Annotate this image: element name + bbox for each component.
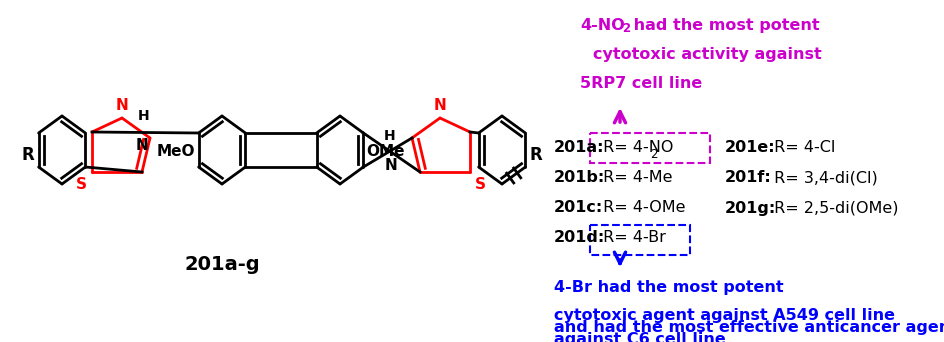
Text: OMe: OMe (366, 144, 404, 159)
Text: 2: 2 (621, 22, 630, 35)
Text: S: S (76, 177, 87, 192)
Text: 201f:: 201f: (724, 171, 771, 185)
Text: H: H (137, 109, 149, 123)
Text: and had the most effective anticancer agent: and had the most effective anticancer ag… (553, 320, 944, 335)
Text: 201d:: 201d: (553, 231, 604, 246)
Text: N: N (115, 98, 128, 113)
Text: 4-Br had the most potent: 4-Br had the most potent (553, 280, 783, 295)
Text: R= 2,5-di(OMe): R= 2,5-di(OMe) (768, 200, 898, 215)
Text: N: N (433, 98, 446, 113)
Text: R: R (22, 146, 35, 164)
Text: 201a:: 201a: (553, 141, 604, 156)
Text: H: H (383, 130, 396, 144)
Text: S: S (475, 177, 485, 192)
Text: R= 4-Br: R= 4-Br (598, 231, 666, 246)
Text: 201b:: 201b: (553, 171, 604, 185)
Text: 201a-g: 201a-g (184, 255, 260, 275)
Text: 201g:: 201g: (724, 200, 775, 215)
Text: cytotoxic agent against A549 cell line: cytotoxic agent against A549 cell line (553, 308, 894, 323)
Text: 4-NO: 4-NO (580, 18, 624, 33)
Text: N: N (136, 137, 148, 153)
Text: R: R (529, 146, 542, 164)
Text: cytotoxic activity against: cytotoxic activity against (593, 47, 821, 62)
Text: N: N (384, 158, 396, 172)
Text: 2: 2 (649, 147, 657, 160)
Text: R= 4-Cl: R= 4-Cl (768, 141, 834, 156)
Text: R= 4-OMe: R= 4-OMe (598, 200, 684, 215)
Text: R= 3,4-di(Cl): R= 3,4-di(Cl) (768, 171, 877, 185)
Text: had the most potent: had the most potent (628, 18, 818, 33)
Text: against C6 cell line: against C6 cell line (553, 332, 725, 342)
Text: 201c:: 201c: (553, 200, 602, 215)
Text: 5RP7 cell line: 5RP7 cell line (580, 76, 701, 91)
Text: MeO: MeO (157, 144, 195, 159)
Text: R= 4-Me: R= 4-Me (598, 171, 672, 185)
Text: R= 4-NO: R= 4-NO (598, 141, 673, 156)
Text: 201e:: 201e: (724, 141, 775, 156)
Bar (589, 225, 689, 255)
Bar (589, 133, 709, 163)
